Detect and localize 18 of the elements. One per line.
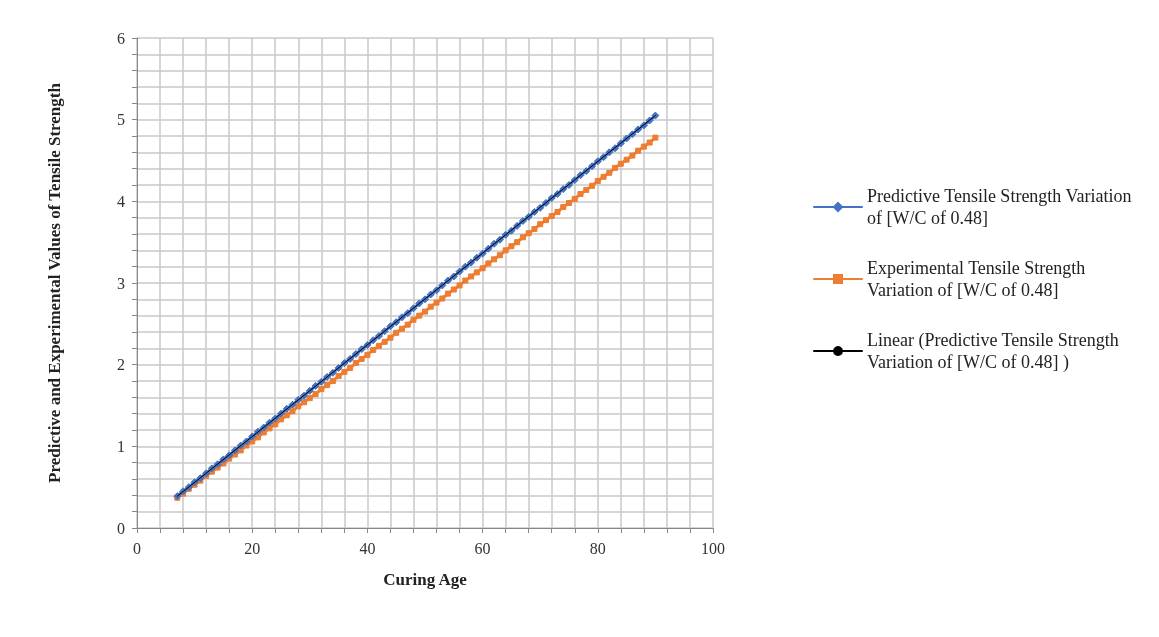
x-tick-label: 60 [474,539,491,557]
legend-label: Predictive Tensile Strength Variation of [W/C of 0.48] [867,186,1137,228]
y-tick-label: 6 [117,29,125,47]
x-tick-label: 20 [244,539,261,557]
x-tick-label: 40 [359,539,376,557]
x-tick-label: 100 [701,539,725,557]
y-tick-label: 0 [117,519,125,537]
legend-label: Linear (Predictive Tensile Strength Variation of [W/C of 0.48] ) [867,330,1124,373]
x-tick-label: 0 [133,539,141,557]
y-tick-label: 3 [117,274,125,292]
y-tick-label: 4 [117,192,125,210]
x-axis-title: Curing Age [383,569,468,589]
y-tick-label: 5 [117,111,125,129]
legend-label: Experimental Tensile Strength Variation of [W/C of 0.48] [867,258,1090,300]
y-tick-label: 1 [117,437,125,455]
x-tick-label: 80 [589,539,606,557]
y-tick-label: 2 [117,356,125,374]
y-axis-title: Predictive and Experimental Values of Tensile Strength [44,82,64,483]
